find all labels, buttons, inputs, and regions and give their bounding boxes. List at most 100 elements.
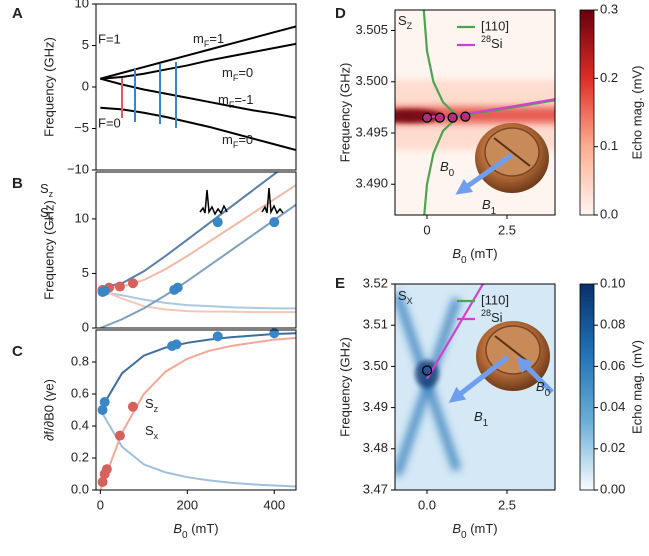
colorbar — [579, 283, 595, 491]
colorbar-tick-label: 0.04 — [600, 399, 625, 414]
sample-illustration — [448, 321, 554, 403]
curve — [99, 337, 296, 490]
x-axis-label: B0 (mT) — [452, 521, 497, 541]
y-tick-label: −10 — [67, 161, 89, 176]
x-tick-label: 2.5 — [498, 497, 516, 512]
curve — [100, 77, 296, 119]
curve — [100, 291, 296, 310]
y-tick-label: 5 — [82, 265, 89, 280]
x-axis-label: B0 (mT) — [452, 246, 497, 266]
colorbar-tick-label: 0.00 — [600, 481, 625, 496]
colorbar-tick-label: 0.02 — [600, 440, 625, 455]
y-tick-label: 3.48 — [363, 440, 388, 455]
x-tick-label: 2.5 — [498, 222, 516, 237]
field-arrow — [516, 356, 554, 394]
x-tick-label: 0 — [423, 222, 430, 237]
data-point — [421, 112, 433, 123]
y-tick-label: 3.500 — [355, 73, 388, 88]
field-arrow — [448, 355, 510, 403]
trace — [199, 189, 228, 216]
y-axis-label: Frequency (GHz) — [337, 337, 352, 437]
x-tick-label: 0 — [97, 497, 104, 512]
colorbar-label: Echo mag. (mV) — [629, 340, 644, 434]
curve — [426, 284, 484, 380]
y-axis-label: Frequency (GHz) — [337, 63, 352, 163]
y-tick-label: 10 — [75, 210, 89, 225]
data-point — [114, 430, 125, 441]
y-tick-label: 3.490 — [355, 176, 388, 191]
measured-traces — [199, 187, 284, 216]
trace — [261, 187, 284, 215]
y-tick-label: 0.4 — [71, 417, 89, 432]
annotation: SZ — [398, 13, 413, 31]
curve — [100, 25, 296, 80]
curve — [99, 203, 296, 328]
y-tick-label: 0.8 — [71, 353, 89, 368]
data-point — [434, 112, 445, 123]
axes-frame — [95, 171, 297, 329]
curve — [422, 10, 457, 116]
panel-label: E — [335, 275, 345, 292]
coin-slot — [493, 137, 531, 167]
panel-label: B — [12, 175, 23, 192]
data-point — [97, 405, 108, 415]
data-point — [269, 328, 280, 339]
colorbar-tick-label: 0.0 — [600, 206, 618, 221]
annotation: B1 — [474, 409, 489, 429]
colorbar-label: Echo mag. (mV) — [629, 66, 644, 160]
axes-frame — [394, 283, 556, 491]
curve — [100, 42, 296, 80]
field-arrow — [455, 152, 514, 195]
x-axis-label: B0 (mT) — [173, 521, 218, 541]
annotation: F=1 — [98, 31, 121, 46]
data-point — [460, 111, 471, 122]
annotation: mF=-1 — [218, 92, 254, 110]
panel-label: C — [12, 343, 23, 360]
y-tick-label: 0 — [82, 319, 89, 334]
y-tick-label: 3.505 — [355, 22, 388, 37]
curve — [100, 172, 279, 289]
data-point — [114, 281, 125, 292]
curve — [100, 106, 296, 152]
axes-frame — [394, 9, 556, 216]
y-axis-label: ∂f/∂B0 (γe) — [41, 379, 56, 441]
y-tick-label: 10 — [75, 0, 89, 10]
sample-illustration — [455, 123, 549, 195]
overlay-layer: B0 B1 B0 B1 — [440, 159, 551, 429]
annotation: Sz — [145, 396, 159, 414]
colorbar — [579, 9, 595, 216]
x-tick-label: 200 — [176, 497, 198, 512]
y-tick-label: 3.49 — [363, 399, 388, 414]
annotation: SX — [398, 288, 413, 306]
colorbar-tick-label: 0.1 — [600, 138, 618, 153]
annotation: mF=0 — [222, 132, 253, 150]
transition-arrows — [121, 62, 177, 128]
colorbar-tick-label: 0.10 — [600, 275, 625, 290]
data-point — [421, 365, 433, 376]
axes-frame — [95, 3, 297, 171]
panel-label: A — [12, 5, 23, 22]
legend-label: [110] — [481, 292, 509, 307]
data-point — [99, 285, 110, 296]
x-tick-label: 400 — [263, 497, 285, 512]
annotation: B1 — [482, 197, 497, 217]
y-tick-label: −5 — [74, 120, 89, 135]
y-tick-label: 3.52 — [363, 275, 388, 290]
y-tick-label: 0.0 — [71, 481, 89, 496]
data-point — [127, 278, 138, 289]
data-point — [97, 477, 108, 487]
y-axis-label: Frequency (GHz) — [41, 200, 56, 300]
data-point — [447, 112, 458, 123]
data-point — [172, 282, 183, 293]
annotation: B0 — [536, 379, 551, 399]
legend-label: [110] — [481, 18, 509, 33]
annotation: Sx — [145, 423, 159, 441]
y-tick-label: 3.495 — [355, 124, 388, 139]
axes-frame — [95, 329, 297, 491]
annotation: Sx — [40, 205, 54, 223]
y-tick-label: 3.51 — [363, 317, 388, 332]
data-point — [127, 401, 138, 412]
x-tick-label: 0.0 — [418, 497, 436, 512]
data-point — [101, 464, 112, 475]
colorbar-tick-label: 0.06 — [600, 358, 625, 373]
